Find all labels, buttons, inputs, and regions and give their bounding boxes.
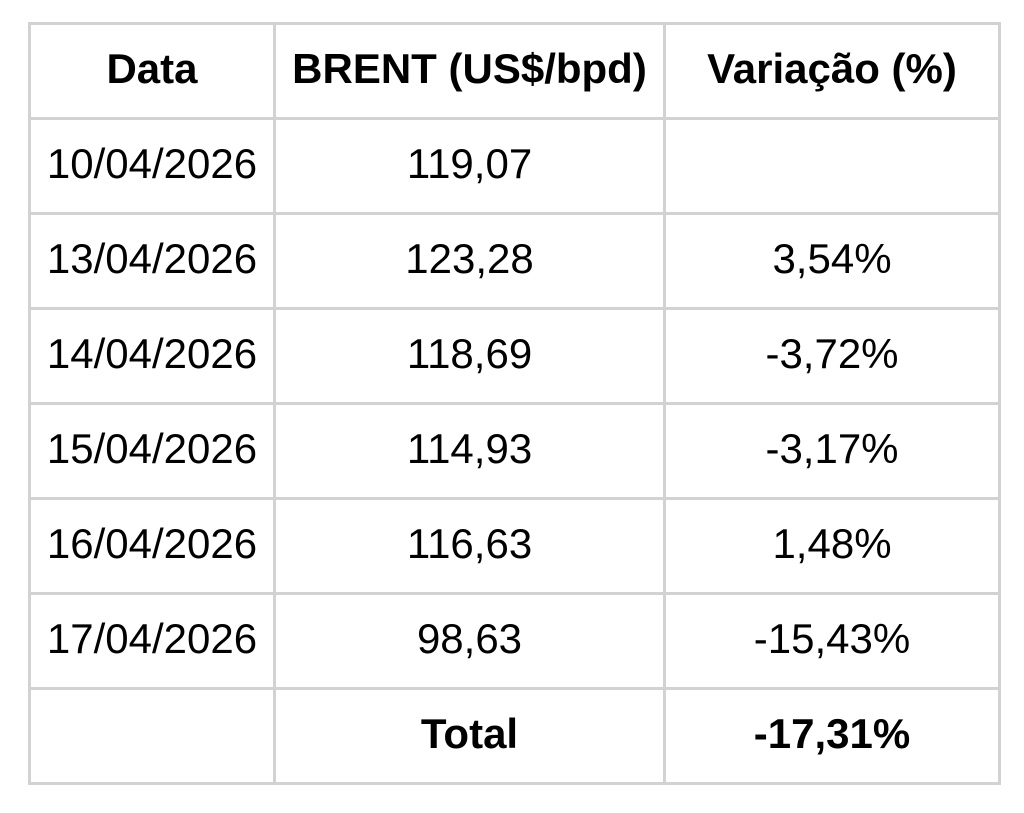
header-brent: BRENT (US$/bpd) xyxy=(273,22,666,120)
cell-variation xyxy=(663,117,1001,215)
cell-brent: 118,69 xyxy=(273,307,666,405)
header-row: Data BRENT (US$/bpd) Variação (%) xyxy=(28,22,1001,120)
cell-brent: 114,93 xyxy=(273,402,666,500)
cell-brent: 119,07 xyxy=(273,117,666,215)
header-variacao: Variação (%) xyxy=(663,22,1001,120)
table-row: 10/04/2026 119,07 xyxy=(28,117,1001,215)
cell-variation: -3,72% xyxy=(663,307,1001,405)
total-label: Total xyxy=(273,687,666,785)
cell-variation: 3,54% xyxy=(663,212,1001,310)
cell-variation: 1,48% xyxy=(663,497,1001,595)
table-row: 13/04/2026 123,28 3,54% xyxy=(28,212,1001,310)
table-row: 15/04/2026 114,93 -3,17% xyxy=(28,402,1001,500)
brent-price-table: Data BRENT (US$/bpd) Variação (%) 10/04/… xyxy=(28,22,1001,785)
data-table: Data BRENT (US$/bpd) Variação (%) 10/04/… xyxy=(28,22,1001,785)
cell-empty xyxy=(28,687,276,785)
header-data: Data xyxy=(28,22,276,120)
total-row: Total -17,31% xyxy=(28,687,1001,785)
cell-brent: 123,28 xyxy=(273,212,666,310)
cell-brent: 116,63 xyxy=(273,497,666,595)
cell-variation: -15,43% xyxy=(663,592,1001,690)
total-value: -17,31% xyxy=(663,687,1001,785)
table-row: 17/04/2026 98,63 -15,43% xyxy=(28,592,1001,690)
cell-date: 14/04/2026 xyxy=(28,307,276,405)
table-row: 16/04/2026 116,63 1,48% xyxy=(28,497,1001,595)
table-row: 14/04/2026 118,69 -3,72% xyxy=(28,307,1001,405)
cell-date: 10/04/2026 xyxy=(28,117,276,215)
cell-date: 13/04/2026 xyxy=(28,212,276,310)
cell-date: 17/04/2026 xyxy=(28,592,276,690)
cell-date: 15/04/2026 xyxy=(28,402,276,500)
cell-variation: -3,17% xyxy=(663,402,1001,500)
cell-date: 16/04/2026 xyxy=(28,497,276,595)
cell-brent: 98,63 xyxy=(273,592,666,690)
